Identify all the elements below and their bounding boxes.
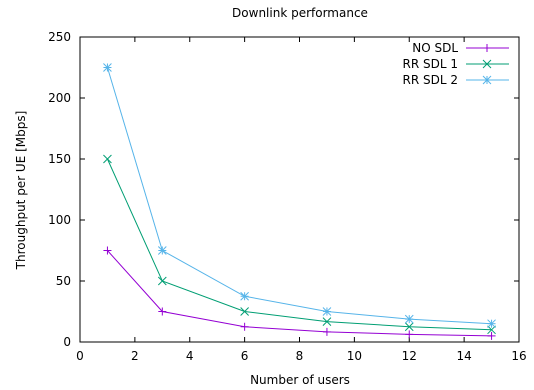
x-axis: 0 2 4 6 8 10 12 14 16 [76, 37, 527, 363]
series-line-rr-sdl-1 [106, 158, 492, 331]
chart-title: Downlink performance [232, 6, 368, 20]
data-point-no-sdl [240, 322, 249, 331]
data-point-no-sdl [103, 246, 112, 255]
y-tick-label: 100 [48, 213, 71, 227]
x-tick-label: 8 [296, 349, 304, 363]
series-line-rr-sdl-2 [106, 67, 492, 325]
data-point-no-sdl [405, 330, 414, 339]
data-point-no-sdl [322, 327, 331, 336]
x-axis-label: Number of users [250, 373, 350, 387]
data-point-rr-sdl-2 [157, 246, 167, 255]
legend-label-no-sdl: NO SDL [412, 41, 458, 55]
legend-label-rr-sdl-1: RR SDL 1 [403, 57, 458, 71]
x-tick-label: 16 [511, 349, 526, 363]
legend-label-rr-sdl-2: RR SDL 2 [403, 73, 458, 87]
x-tick-label: 2 [131, 349, 139, 363]
y-axis-label: Throughput per UE [Mbps] [14, 111, 28, 271]
x-tick-label: 10 [347, 349, 362, 363]
y-axis: 0 50 100 150 200 250 [48, 30, 519, 349]
data-point-rr-sdl-1 [487, 325, 496, 335]
series-line-no-sdl [107, 250, 492, 337]
x-tick-label: 12 [402, 349, 417, 363]
y-tick-label: 150 [48, 152, 71, 166]
series-layer [103, 63, 496, 340]
legend-marker-no-sdl [483, 44, 491, 52]
data-point-rr-sdl-2 [404, 314, 414, 324]
y-tick-label: 250 [48, 30, 71, 44]
data-point-rr-sdl-2 [240, 291, 249, 301]
x-tick-label: 14 [456, 349, 471, 363]
data-point-rr-sdl-1 [103, 154, 112, 164]
data-point-rr-sdl-1 [157, 276, 167, 286]
data-point-rr-sdl-2 [322, 307, 332, 316]
data-point-rr-sdl-2 [487, 319, 496, 329]
data-point-rr-sdl-1 [322, 317, 332, 326]
y-tick-label: 0 [63, 335, 71, 349]
data-point-no-sdl [158, 307, 167, 316]
data-point-rr-sdl-1 [240, 307, 249, 316]
data-point-no-sdl [487, 331, 496, 340]
data-point-rr-sdl-2 [103, 63, 112, 72]
legend-marker-rr-sdl-1 [482, 59, 492, 69]
y-tick-label: 50 [56, 274, 71, 288]
data-point-rr-sdl-1 [404, 322, 414, 332]
legend-marker-rr-sdl-2 [482, 75, 492, 85]
x-tick-label: 4 [186, 349, 194, 363]
y-tick-label: 200 [48, 91, 71, 105]
x-tick-label: 0 [76, 349, 84, 363]
x-tick-label: 6 [241, 349, 249, 363]
legend: NO SDL RR SDL 1 RR SDL 2 [403, 41, 509, 87]
